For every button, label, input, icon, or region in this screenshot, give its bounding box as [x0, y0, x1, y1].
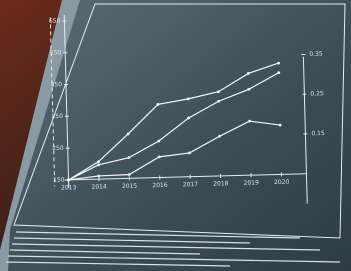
- y-tick-label: 550: [50, 49, 62, 56]
- y-tick-label: 150: [53, 177, 65, 184]
- y-tick-label: 450: [50, 81, 62, 88]
- x-tick-label: 2014: [91, 183, 107, 190]
- x-tick-label: 2018: [213, 180, 229, 187]
- x-tick-label: 2017: [183, 181, 199, 188]
- x-tick-label: 2016: [152, 182, 168, 189]
- photo: 150 250 350 450 550 650 0.15 0.25 0.35 2013 2014 20…: [0, 0, 351, 271]
- x-tick-label: 2013: [61, 184, 77, 191]
- x-tick-label: 2015: [122, 183, 138, 190]
- y-tick-label: 350: [51, 113, 63, 120]
- x-tick-label: 2020: [274, 179, 290, 186]
- y2-tick-label: 0.25: [310, 90, 324, 97]
- page: 150 250 350 450 550 650 0.15 0.25 0.35 2013 2014 20…: [0, 0, 351, 271]
- x-tick-label: 2019: [244, 179, 260, 186]
- y-tick-label: 250: [52, 145, 64, 152]
- y2-tick-label: 0.35: [309, 50, 323, 57]
- y2-tick-label: 0.15: [311, 130, 325, 137]
- y-tick-label: 650: [49, 18, 61, 25]
